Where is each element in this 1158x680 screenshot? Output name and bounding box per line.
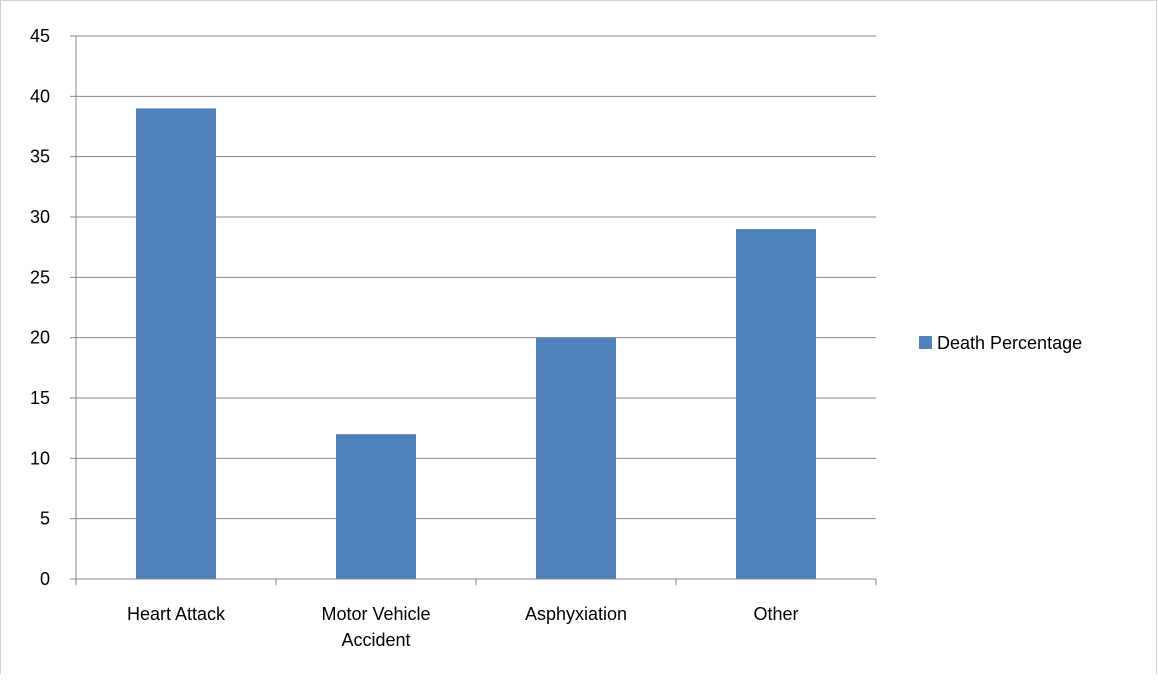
y-tick-label: 5 (40, 509, 50, 529)
y-tick-labels: 0 5 10 15 20 25 30 35 40 45 (30, 26, 50, 589)
bar-other (736, 229, 816, 580)
y-tick-label: 20 (30, 328, 50, 348)
y-tick-label: 0 (40, 569, 50, 589)
x-tick-label: Motor Vehicle (321, 604, 430, 624)
legend-label: Death Percentage (937, 333, 1082, 353)
y-tick-label: 35 (30, 147, 50, 167)
bar-asphyxiation (536, 337, 616, 579)
x-tick-label: Asphyxiation (525, 604, 627, 624)
bars (136, 108, 816, 580)
x-tick-label: Other (753, 604, 798, 624)
axes (70, 35, 877, 585)
y-tick-label: 15 (30, 388, 50, 408)
legend-swatch (919, 336, 932, 349)
bar-heart-attack (136, 108, 216, 580)
x-tick-label: Accident (341, 630, 410, 650)
legend: Death Percentage (919, 333, 1082, 353)
y-tick-label: 45 (30, 26, 50, 46)
x-tick-labels: Heart Attack Motor Vehicle Accident Asphyxi… (127, 604, 799, 650)
y-tick-label: 40 (30, 86, 50, 106)
bar-motor-vehicle-accident (336, 434, 416, 579)
y-tick-label: 30 (30, 207, 50, 227)
y-tick-label: 25 (30, 267, 50, 287)
x-tick-label: Heart Attack (127, 604, 226, 624)
y-tick-label: 10 (30, 448, 50, 468)
